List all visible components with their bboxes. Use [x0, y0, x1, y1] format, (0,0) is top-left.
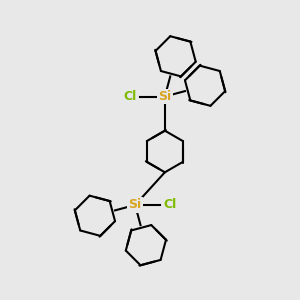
Text: Si: Si [129, 199, 142, 212]
Text: Cl: Cl [123, 90, 136, 103]
Text: Si: Si [158, 90, 171, 103]
Text: Cl: Cl [164, 199, 177, 212]
